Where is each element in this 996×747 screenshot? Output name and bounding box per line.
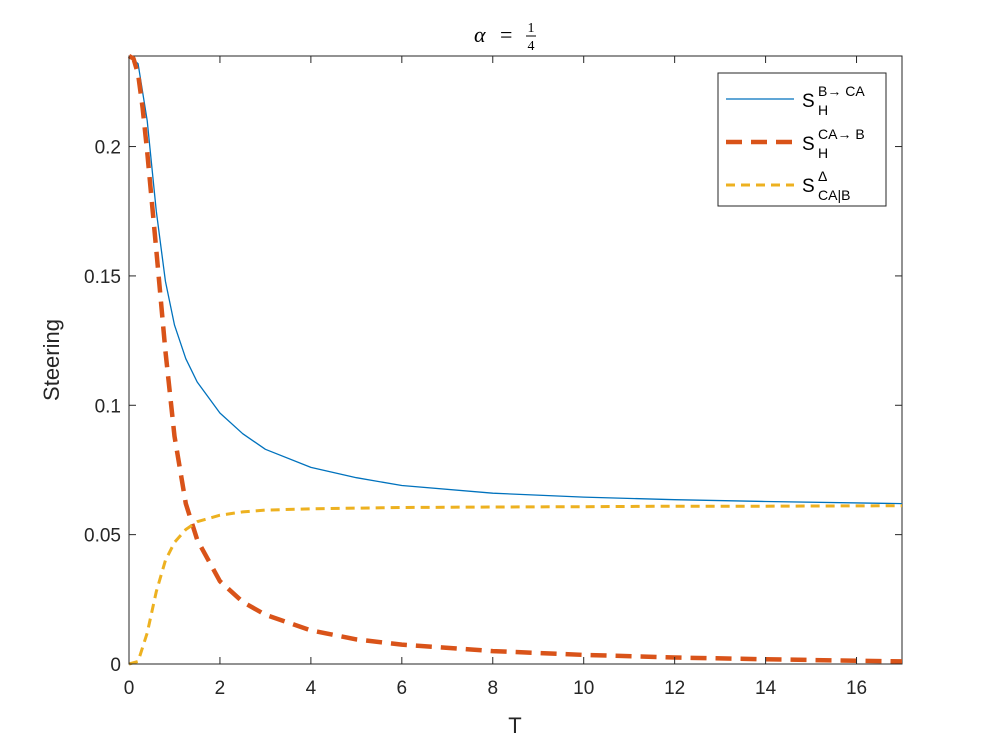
y-axis-label: Steering bbox=[39, 319, 64, 401]
title-denominator: 4 bbox=[528, 39, 535, 54]
x-tick-label: 6 bbox=[397, 678, 408, 699]
legend-label-3-sup: Δ bbox=[818, 168, 827, 184]
x-tick-label: 16 bbox=[846, 678, 867, 699]
x-tick-label: 14 bbox=[755, 678, 777, 699]
legend-label-1-sub: H bbox=[818, 102, 828, 118]
x-tick-label: 2 bbox=[215, 678, 226, 699]
x-tick-label: 8 bbox=[487, 678, 498, 699]
title-symbol: α bbox=[474, 22, 486, 47]
legend-label-2-sub: H bbox=[818, 145, 828, 161]
y-tick-label: 0.05 bbox=[84, 526, 121, 547]
y-tick-label: 0.2 bbox=[95, 138, 121, 159]
y-tick-label: 0.1 bbox=[95, 396, 121, 417]
legend-label-3-sub: CA|B bbox=[818, 187, 850, 203]
y-tick-label: 0 bbox=[110, 655, 121, 676]
legend-entry-1: S B→ CA H bbox=[726, 83, 865, 118]
legend-label-1-base: S bbox=[802, 91, 815, 112]
series-line-1 bbox=[128, 55, 903, 505]
chart-title: α = 1 4 bbox=[474, 21, 536, 54]
series-line-2 bbox=[127, 54, 903, 664]
x-tick-label: 0 bbox=[124, 678, 135, 699]
legend: S B→ CA H S CA→ B H S Δ CA|B bbox=[717, 72, 887, 207]
x-tick-label: 10 bbox=[573, 678, 594, 699]
legend-entry-2: S CA→ B H bbox=[726, 126, 865, 161]
ticks-layer: 0 2 4 6 8 10 12 14 16 0 0.05 0.1 0.15 0.2 bbox=[84, 56, 902, 699]
series-layer bbox=[127, 54, 903, 666]
title-numerator: 1 bbox=[528, 21, 535, 36]
x-tick-label: 12 bbox=[664, 678, 685, 699]
y-tick-label: 0.15 bbox=[84, 267, 121, 288]
title-equals: = bbox=[500, 22, 512, 47]
legend-entry-3: S Δ CA|B bbox=[726, 168, 850, 203]
legend-label-2-sup: CA→ B bbox=[818, 126, 865, 142]
legend-label-2-base: S bbox=[802, 134, 815, 155]
x-tick-label: 4 bbox=[306, 678, 317, 699]
legend-label-1-sup: B→ CA bbox=[818, 83, 865, 99]
x-axis-label: T bbox=[508, 713, 521, 738]
series-line-3 bbox=[128, 504, 903, 666]
legend-label-3-base: S bbox=[802, 176, 815, 197]
